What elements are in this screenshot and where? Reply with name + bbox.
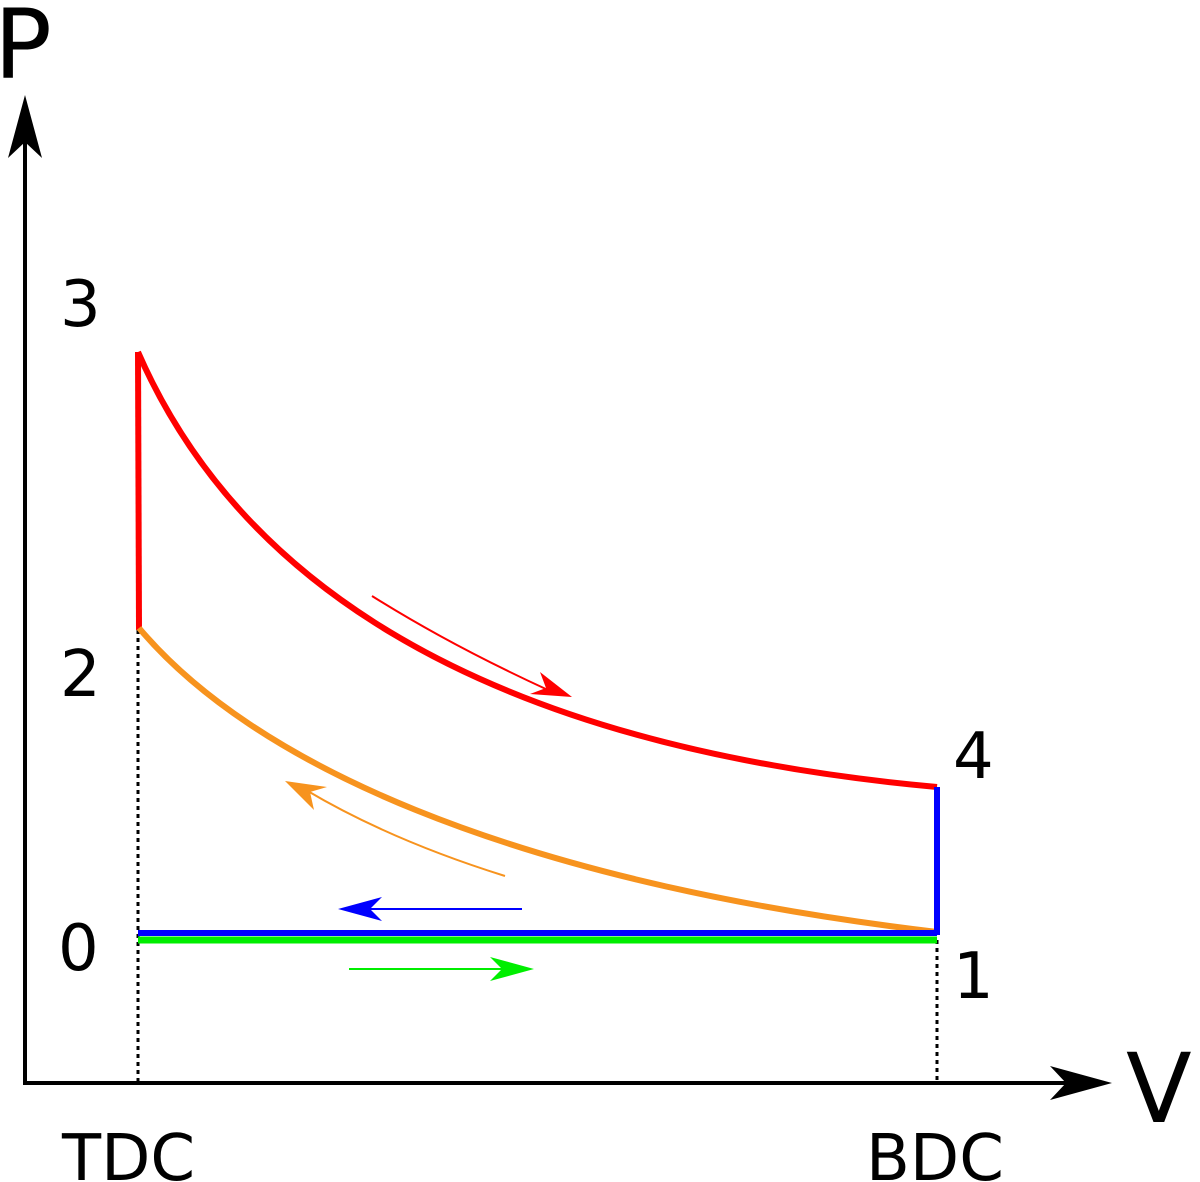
expansion-curve — [135, 350, 938, 790]
expansion-arrowhead-icon — [530, 672, 572, 697]
tdc-label: TDC — [61, 1122, 195, 1182]
compression-arrowhead-icon — [285, 781, 327, 810]
expansion-direction-arrow — [371, 595, 549, 691]
y-axis-arrowhead-icon — [8, 95, 42, 158]
exhaust-arrowhead-icon — [338, 897, 382, 921]
point-4-label: 4 — [953, 720, 994, 794]
point-0-label: 0 — [58, 912, 99, 986]
x-axis-arrowhead-icon — [1050, 1066, 1112, 1100]
intake-arrowhead-icon — [490, 957, 534, 981]
point-3-label: 3 — [60, 268, 101, 342]
combustion-line — [135, 351, 142, 631]
x-axis-label: V — [1126, 1033, 1192, 1145]
point-2-label: 2 — [60, 638, 101, 712]
compression-curve — [136, 626, 938, 935]
compression-direction-arrow — [305, 789, 506, 877]
point-1-label: 1 — [953, 940, 994, 1014]
y-axis-label: P — [0, 0, 52, 101]
bdc-label: BDC — [866, 1122, 1004, 1182]
